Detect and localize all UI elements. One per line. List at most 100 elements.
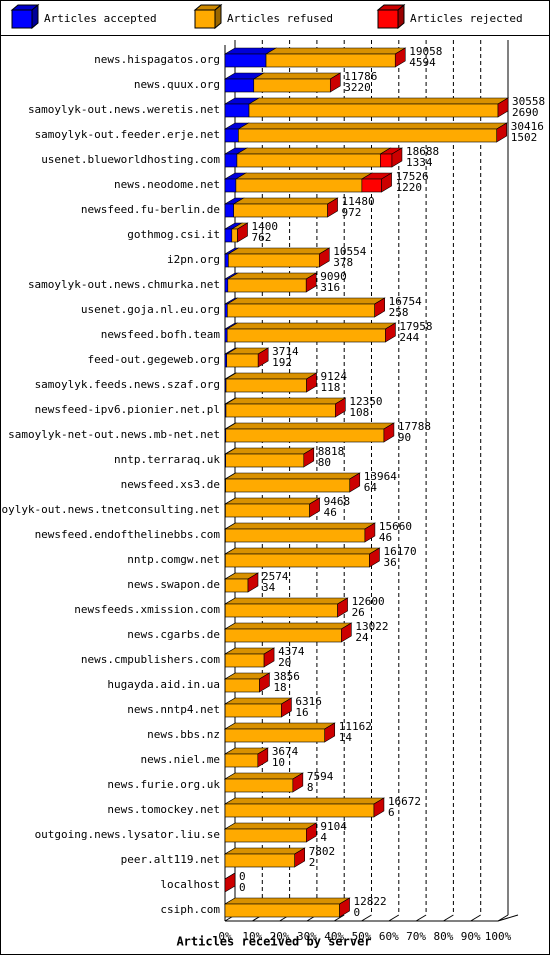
value-label: 972 xyxy=(342,206,362,219)
value-label: 108 xyxy=(349,406,369,419)
bar-end xyxy=(306,372,317,393)
bar-top xyxy=(226,322,397,330)
value-label: 316 xyxy=(320,281,340,294)
value-label: 378 xyxy=(333,256,353,269)
y-tick-label: news.hispagatos.org xyxy=(94,53,220,66)
bar xyxy=(224,153,238,168)
y-tick-label: newsfeed.xs3.de xyxy=(121,478,220,491)
value-label: 20 xyxy=(278,656,291,669)
bar-top xyxy=(223,897,351,905)
x-tick-label: 0% xyxy=(218,930,232,943)
tick-mark xyxy=(415,914,427,922)
bar xyxy=(224,603,338,618)
y-tick-label: usenet.goja.nl.eu.org xyxy=(81,303,220,316)
value-label: 1502 xyxy=(511,131,538,144)
value-label: 13022 xyxy=(355,620,388,633)
value-label: 4594 xyxy=(409,56,436,69)
y-tick-label: news.neodome.net xyxy=(114,178,220,191)
bar-end xyxy=(257,747,269,768)
value-label: 17526 xyxy=(396,170,429,183)
bar xyxy=(238,128,498,143)
bar-end xyxy=(294,847,306,868)
bar xyxy=(224,803,375,818)
y-tick-label: nntp.comgw.net xyxy=(127,553,220,566)
bar xyxy=(235,178,363,193)
bar xyxy=(224,628,342,643)
value-label: 192 xyxy=(272,356,292,369)
y-tick-label: news.swapon.de xyxy=(127,578,220,591)
y-tick-label: nntp.terraraq.uk xyxy=(114,453,220,466)
tick-mark xyxy=(443,914,454,922)
bar-top xyxy=(224,497,321,505)
bar-top xyxy=(235,147,392,155)
bar-end xyxy=(374,297,385,318)
value-label: 6 xyxy=(388,806,395,819)
x-tick-label: 90% xyxy=(461,930,481,943)
value-label: 90 xyxy=(398,431,411,444)
value-label: 762 xyxy=(252,231,272,244)
tick-mark xyxy=(388,914,400,922)
bar-end xyxy=(303,447,315,468)
value-label: 118 xyxy=(321,381,341,394)
value-label: 6316 xyxy=(295,695,322,708)
value-label: 12600 xyxy=(352,595,385,608)
bar-top xyxy=(224,597,349,605)
value-label: 18 xyxy=(273,681,286,694)
y-tick-label: usenet.blueworldhosting.com xyxy=(41,153,220,166)
y-tick-label: localhost xyxy=(160,878,220,891)
tick-mark xyxy=(361,914,372,922)
bar xyxy=(225,503,310,518)
bar-end xyxy=(281,697,292,718)
bar xyxy=(224,228,233,243)
bar-end xyxy=(324,722,336,743)
bar xyxy=(224,128,239,143)
value-label: 16170 xyxy=(383,545,416,558)
value-label: 8 xyxy=(307,781,314,794)
value-label: 4 xyxy=(320,831,327,844)
value-label: 16672 xyxy=(388,795,421,808)
bar xyxy=(224,903,340,918)
y-tick-label: samoylyk-out.news.tnetconsulting.net xyxy=(0,503,220,516)
bar-end xyxy=(335,397,346,418)
bar xyxy=(224,253,229,268)
bar xyxy=(224,103,250,118)
bar xyxy=(228,253,320,268)
bar-top xyxy=(224,622,353,630)
bar xyxy=(224,278,229,293)
bar-top xyxy=(234,172,373,180)
bar-end xyxy=(309,497,320,518)
bar xyxy=(224,678,260,693)
bar xyxy=(224,703,282,718)
bar xyxy=(224,728,326,743)
value-label: 18688 xyxy=(406,145,439,158)
bar xyxy=(224,853,296,868)
bar-end xyxy=(394,47,406,68)
y-tick-label: news.cmpublishers.com xyxy=(81,653,220,666)
bar-top xyxy=(224,447,315,455)
x-tick-label: 50% xyxy=(352,930,372,943)
value-label: 46 xyxy=(379,531,392,544)
bar-top xyxy=(227,247,331,255)
value-label: 15660 xyxy=(379,520,412,533)
value-label: 9090 xyxy=(320,270,347,283)
y-tick-label: news.nntp4.net xyxy=(127,703,220,716)
bar xyxy=(224,828,307,843)
value-label: 2 xyxy=(309,856,316,869)
bar-top xyxy=(247,97,510,105)
y-tick-label: samoylyk-out.news.chmurka.net xyxy=(28,278,220,291)
y-tick-label: newsfeed.fu-berlin.de xyxy=(81,203,220,216)
bar-end xyxy=(497,97,509,118)
value-label: 11786 xyxy=(344,70,377,83)
x-axis-title: Articles received by server xyxy=(176,935,371,949)
bar-top xyxy=(223,847,306,855)
y-tick-label: news.cgarbs.de xyxy=(127,628,220,641)
bar-top xyxy=(252,72,342,80)
y-tick-label: gothmog.csi.it xyxy=(127,228,220,241)
bar-top xyxy=(224,547,381,555)
axis-floor xyxy=(497,914,519,922)
bar-top xyxy=(226,297,386,305)
y-tick-label: samoylyk-out.news.weretis.net xyxy=(28,103,220,116)
bar-end xyxy=(369,547,380,568)
bar xyxy=(227,303,375,318)
